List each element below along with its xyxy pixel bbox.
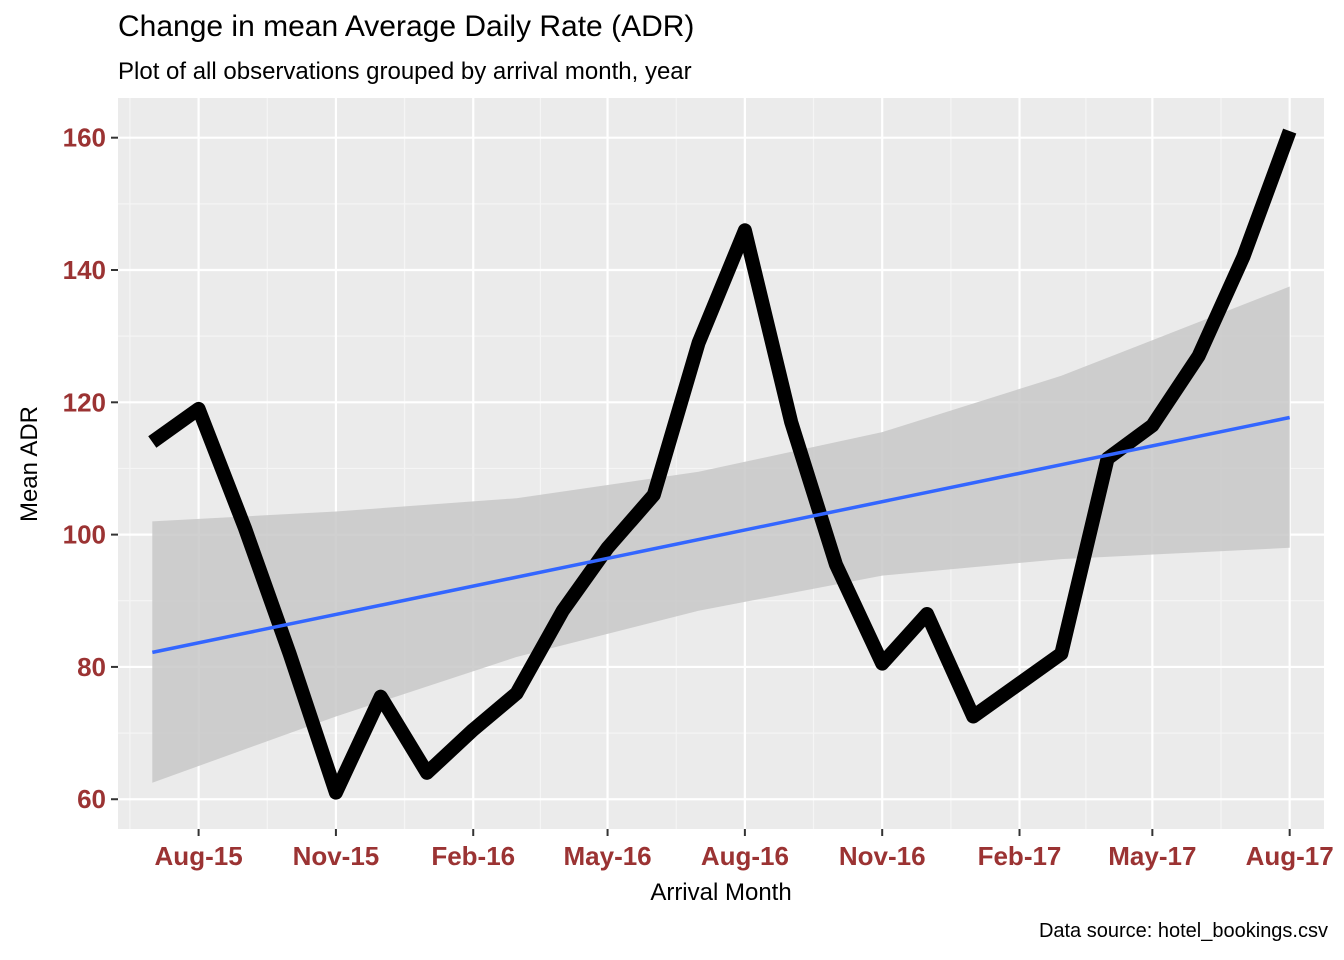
x-axis-title: Arrival Month bbox=[650, 879, 791, 906]
x-tick-label: May-17 bbox=[1108, 841, 1196, 871]
y-tick-label: 100 bbox=[63, 520, 106, 550]
y-tick-label: 80 bbox=[77, 652, 106, 682]
x-tick-label: Feb-17 bbox=[978, 841, 1062, 871]
x-tick-label: Aug-17 bbox=[1246, 841, 1334, 871]
y-tick-label: 120 bbox=[63, 387, 106, 417]
x-tick-label: May-16 bbox=[563, 841, 651, 871]
x-tick-label: Nov-15 bbox=[293, 841, 380, 871]
data-source-caption: Data source: hotel_bookings.csv bbox=[1038, 920, 1328, 942]
y-axis: 60 80 100 120 140 160 bbox=[63, 123, 118, 814]
y-tick-label: 60 bbox=[77, 784, 106, 814]
y-axis-title: Mean ADR bbox=[16, 406, 43, 522]
x-tick-label: Feb-16 bbox=[431, 841, 515, 871]
chart-subtitle: Plot of all observations grouped by arri… bbox=[118, 58, 692, 85]
x-tick-label: Aug-16 bbox=[701, 841, 789, 871]
y-tick-label: 140 bbox=[63, 255, 106, 285]
x-tick-label: Nov-16 bbox=[839, 841, 926, 871]
x-axis: Aug-15 Nov-15 Feb-16 May-16 Aug-16 Nov-16 Feb-… bbox=[155, 829, 1334, 871]
x-tick-label: Aug-15 bbox=[155, 841, 243, 871]
chart-title: Change in mean Average Daily Rate (ADR) bbox=[118, 10, 695, 43]
trend-line bbox=[151, 415, 1291, 655]
mean-adr-line bbox=[148, 128, 1297, 800]
y-tick-label: 160 bbox=[63, 123, 106, 153]
